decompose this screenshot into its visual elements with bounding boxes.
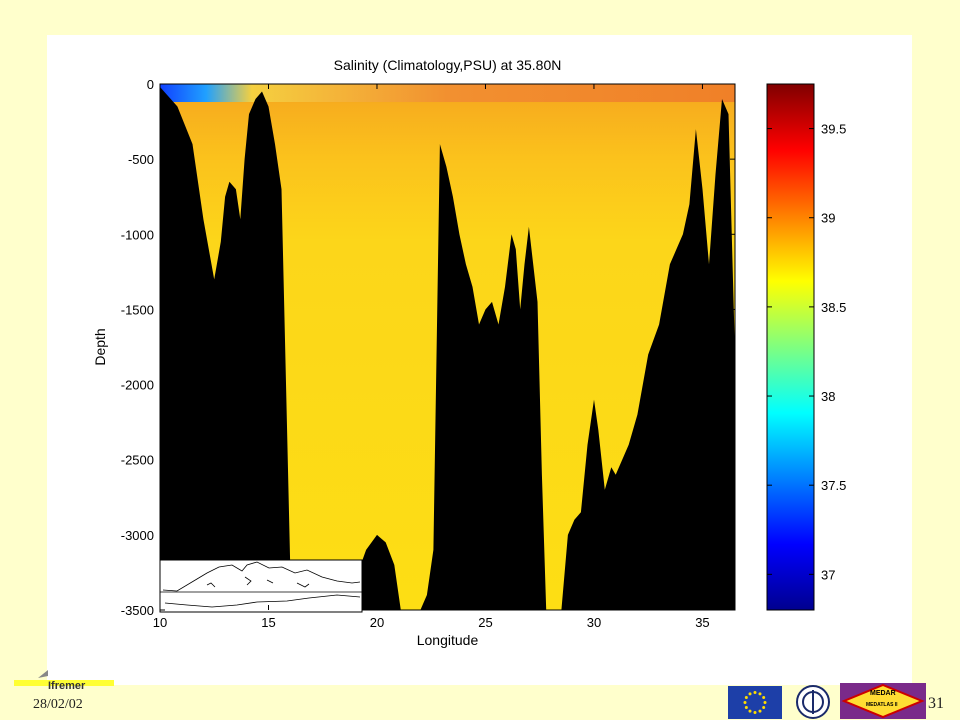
colorbar-tick-label: 39 <box>821 211 835 226</box>
surface-salinity-layer <box>160 84 735 102</box>
medatlas-label: MEDATLAS II <box>866 702 898 708</box>
seafloor-mask <box>160 87 735 610</box>
x-tick-label: 30 <box>587 615 601 630</box>
y-tick-label: -1000 <box>121 227 154 242</box>
eu-star-icon <box>758 709 762 713</box>
eu-star-icon <box>744 706 748 709</box>
ifremer-logo-icon <box>14 670 114 686</box>
eu-star-icon <box>763 701 767 704</box>
eu-star-icon <box>762 696 766 699</box>
plot-frame <box>159 83 736 611</box>
inset-map <box>159 559 363 613</box>
salinity-chart: 10 15 20 25 30 35 0 -500 -1000 -1500 -2000 -2500 -3… <box>92 57 846 648</box>
medar-medatlas-icon <box>840 683 926 719</box>
plot-area <box>159 83 736 611</box>
y-tick-label: -1500 <box>121 302 154 317</box>
eu-star-icon <box>744 696 748 699</box>
x-tick-label: 20 <box>370 615 384 630</box>
y-tick-label: -2500 <box>121 453 154 468</box>
colorbar-tick-label: 37.5 <box>821 478 846 493</box>
colorbar-gradient <box>766 83 815 611</box>
y-tick-label: -3000 <box>121 528 154 543</box>
eu-flag-icon <box>728 686 782 719</box>
y-axis: 0 -500 -1000 -1500 -2000 -2500 -3000 -3500 <box>121 77 735 618</box>
slide-date: 28/02/02 <box>33 697 83 712</box>
ioc-emblem-icon <box>796 685 830 719</box>
y-tick-label: -500 <box>128 152 154 167</box>
figure-panel: 10 15 20 25 30 35 0 -500 -1000 -1500 -2000 -2500 -3… <box>47 35 912 685</box>
eu-star-icon <box>753 711 757 714</box>
y-tick-label: 0 <box>147 77 154 92</box>
x-axis: 10 15 20 25 30 35 <box>153 84 710 630</box>
y-tick-label: -3500 <box>121 603 154 618</box>
y-tick-label: -2000 <box>121 378 154 393</box>
colorbar-tick-label: 38 <box>821 389 835 404</box>
x-tick-label: 10 <box>153 615 167 630</box>
y-axis-label: Depth <box>92 328 108 365</box>
medar-label: MEDAR <box>870 690 896 697</box>
eu-star-icon <box>762 706 766 709</box>
x-tick-label: 15 <box>261 615 275 630</box>
mediterranean-outline-icon <box>162 561 361 608</box>
colorbar-tick-label: 37 <box>821 567 835 582</box>
eu-star-icon <box>753 691 757 694</box>
colorbar: 37 37.5 38 38.5 39 39.5 <box>766 83 846 611</box>
colorbar-tick-label: 39.5 <box>821 122 846 137</box>
ifremer-label: Ifremer <box>48 680 86 692</box>
eu-star-icon <box>743 701 747 704</box>
x-axis-label: Longitude <box>417 632 479 648</box>
x-tick-label: 25 <box>478 615 492 630</box>
chart-title: Salinity (Climatology,PSU) at 35.80N <box>334 57 562 73</box>
x-tick-label: 35 <box>695 615 709 630</box>
colorbar-ticks: 37 37.5 38 38.5 39 39.5 <box>767 122 846 582</box>
eu-star-icon <box>748 709 752 713</box>
eu-star-icon <box>758 692 762 696</box>
slide-number: 31 <box>928 695 944 712</box>
colorbar-tick-label: 38.5 <box>821 300 846 315</box>
eu-star-icon <box>748 692 752 696</box>
